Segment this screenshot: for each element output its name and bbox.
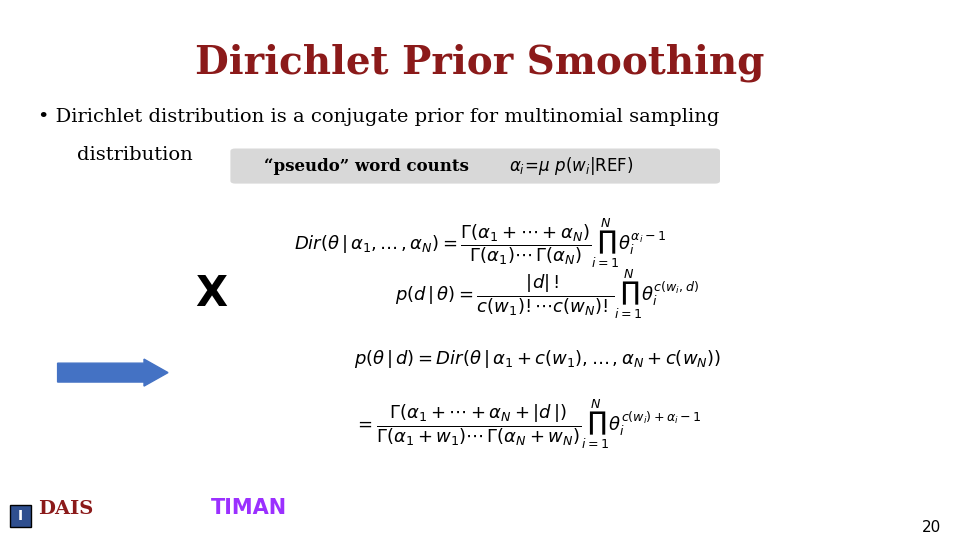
Text: $p(d\,|\,\theta)=\dfrac{|d|\,!}{c(w_1)!\cdots c(w_N)!}\prod_{i=1}^{N}\theta_i^{c: $p(d\,|\,\theta)=\dfrac{|d|\,!}{c(w_1)!\… bbox=[396, 267, 699, 321]
FancyBboxPatch shape bbox=[10, 505, 31, 526]
Text: • Dirichlet distribution is a conjugate prior for multinomial sampling: • Dirichlet distribution is a conjugate … bbox=[38, 108, 720, 126]
Text: I: I bbox=[17, 509, 23, 523]
FancyBboxPatch shape bbox=[230, 148, 720, 184]
Text: $\alpha_i\!=\!\mu\ p(w_i|\mathrm{REF})$: $\alpha_i\!=\!\mu\ p(w_i|\mathrm{REF})$ bbox=[509, 156, 634, 177]
Text: $\mathbf{X}$: $\mathbf{X}$ bbox=[195, 273, 228, 315]
Text: 20: 20 bbox=[922, 519, 941, 535]
Text: $Dir(\theta\,|\,\alpha_1,\ldots\,,\alpha_N)=\dfrac{\Gamma(\alpha_1+\cdots+\alpha: $Dir(\theta\,|\,\alpha_1,\ldots\,,\alpha… bbox=[294, 216, 666, 269]
Text: $=\dfrac{\Gamma(\alpha_1+\cdots+\alpha_N+|d\,|)}{\Gamma(\alpha_1+w_1)\cdots\,\Ga: $=\dfrac{\Gamma(\alpha_1+\cdots+\alpha_N… bbox=[354, 397, 702, 451]
FancyArrow shape bbox=[58, 359, 168, 386]
Text: distribution: distribution bbox=[77, 146, 193, 164]
Text: “pseudo” word counts: “pseudo” word counts bbox=[264, 158, 468, 175]
Text: Dirichlet Prior Smoothing: Dirichlet Prior Smoothing bbox=[195, 43, 765, 82]
Text: TIMAN: TIMAN bbox=[211, 498, 287, 518]
Text: DAIS: DAIS bbox=[38, 501, 94, 518]
Text: $p(\theta\,|\,d)=Dir(\theta\,|\,\alpha_1+c(w_1),\ldots\,,\alpha_N+c(w_N))$: $p(\theta\,|\,d)=Dir(\theta\,|\,\alpha_1… bbox=[354, 348, 721, 370]
